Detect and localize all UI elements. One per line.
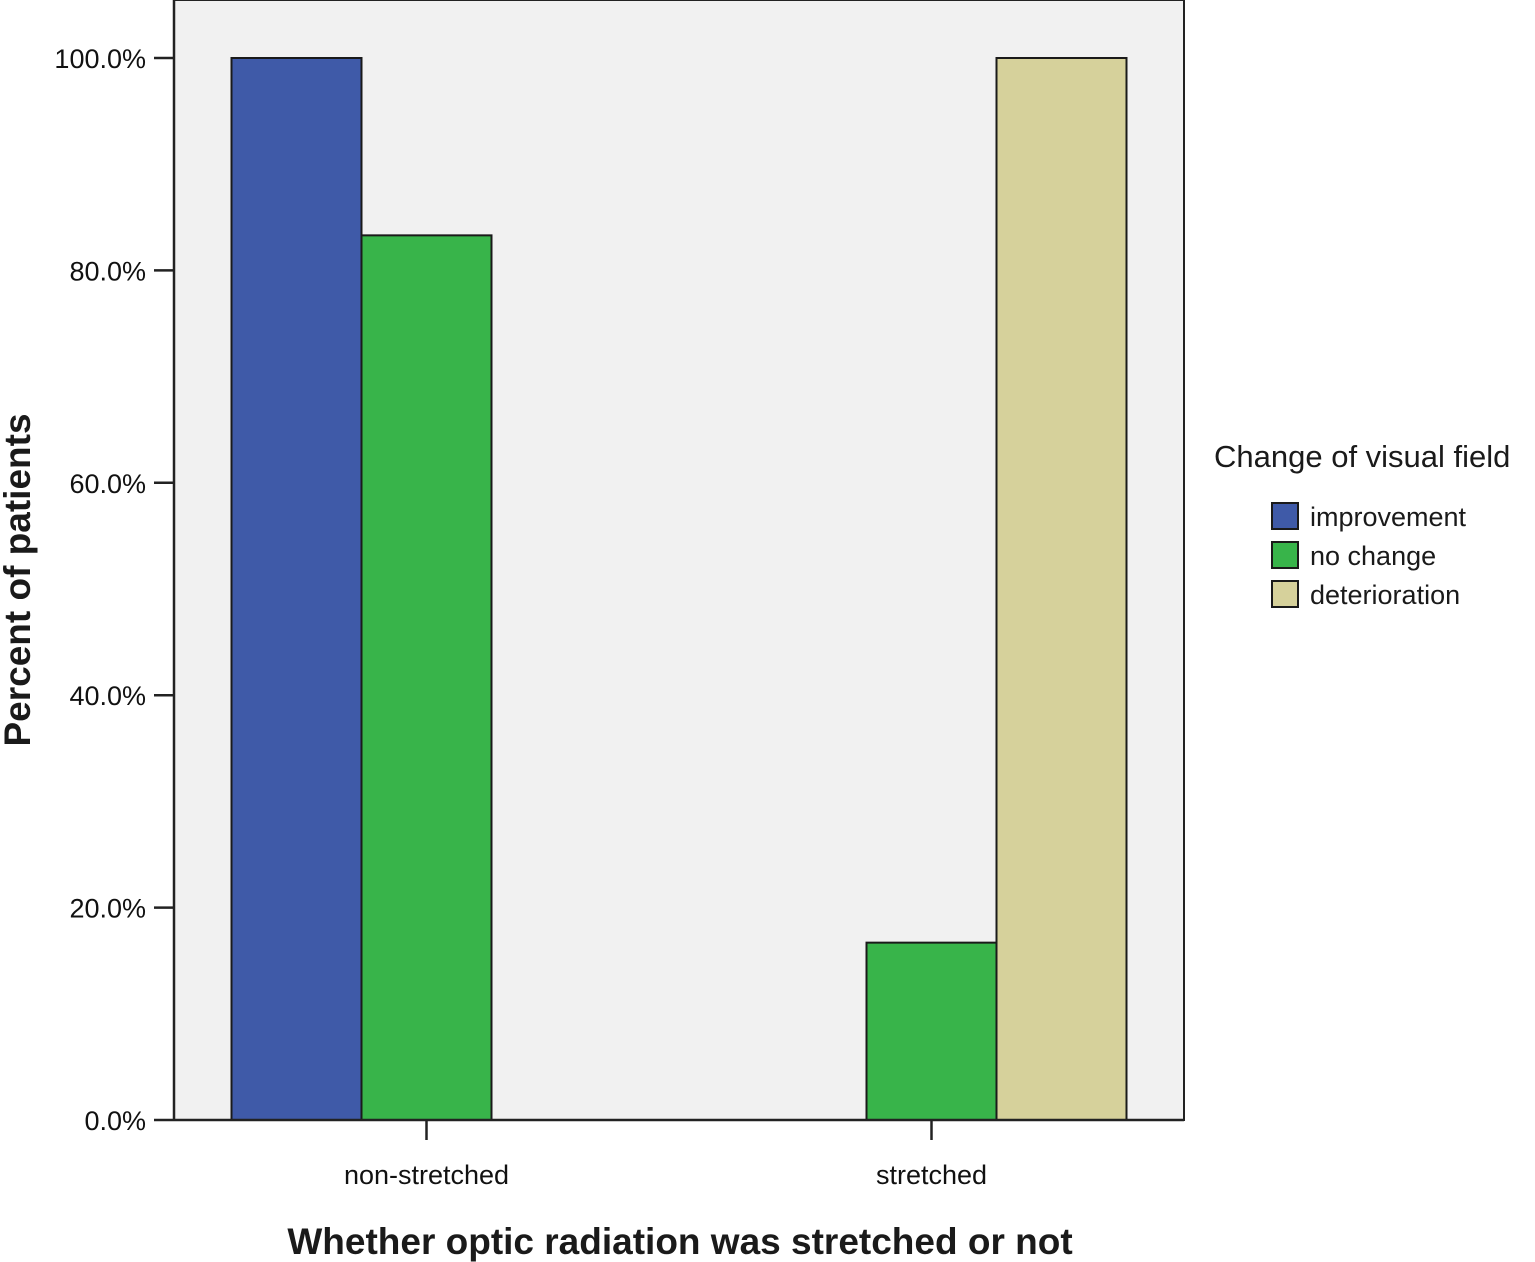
y-tick-label: 0.0%: [84, 1106, 146, 1136]
bar-deterioration-stretched: [995, 57, 1128, 1121]
legend: Change of visual field improvement no cha…: [1214, 439, 1510, 610]
x-ticks-group: non-stretched stretched: [344, 1120, 987, 1190]
y-axis-title: Percent of patients: [0, 413, 38, 746]
y-tick-label: 60.0%: [69, 469, 146, 499]
legend-swatch: [1271, 502, 1299, 530]
legend-swatch: [1271, 580, 1299, 608]
legend-label: improvement: [1310, 502, 1467, 532]
x-tick-label: non-stretched: [344, 1160, 509, 1190]
bar-improvement-non-stretched: [230, 57, 363, 1121]
y-tick-label: 40.0%: [69, 681, 146, 711]
x-axis-title: Whether optic radiation was stretched or…: [287, 1221, 1072, 1262]
bar-no-change-non-stretched: [360, 234, 493, 1121]
y-tick-label: 20.0%: [69, 894, 146, 924]
y-tick-label: 100.0%: [54, 44, 146, 74]
legend-items: improvement no change deterioration: [1271, 502, 1467, 610]
legend-label: deterioration: [1310, 580, 1460, 610]
y-ticks-group: 0.0% 20.0% 40.0% 60.0% 80.0% 100.0%: [54, 44, 174, 1136]
bar-no-change-stretched: [865, 941, 998, 1121]
x-tick-label: stretched: [876, 1160, 987, 1190]
y-tick-label: 80.0%: [69, 256, 146, 286]
legend-label: no change: [1310, 541, 1436, 571]
legend-swatch: [1271, 541, 1299, 569]
legend-title: Change of visual field: [1214, 439, 1510, 474]
